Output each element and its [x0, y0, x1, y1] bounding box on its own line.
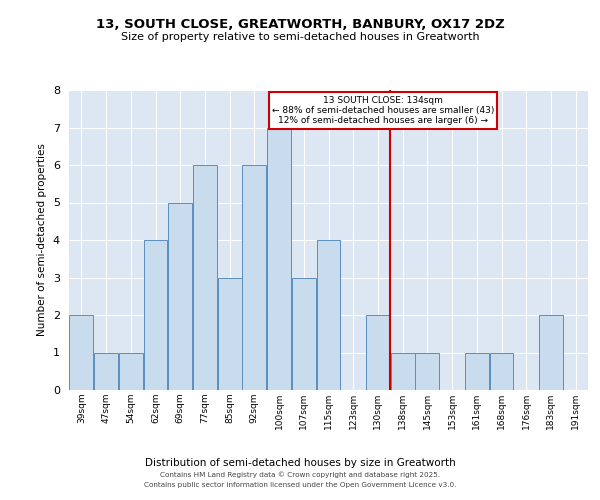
Text: Contains HM Land Registry data © Crown copyright and database right 2025.
Contai: Contains HM Land Registry data © Crown c…	[144, 472, 456, 488]
Bar	[119, 352, 143, 390]
Bar	[70, 315, 94, 390]
Bar	[317, 240, 340, 390]
Bar	[94, 352, 118, 390]
Bar	[143, 240, 167, 390]
Bar	[391, 352, 415, 390]
Bar	[465, 352, 489, 390]
Bar	[391, 352, 415, 390]
Bar	[415, 352, 439, 390]
Bar	[267, 128, 291, 390]
Bar	[490, 352, 514, 390]
Bar	[168, 202, 192, 390]
Bar	[218, 278, 242, 390]
Bar	[292, 278, 316, 390]
Text: Distribution of semi-detached houses by size in Greatworth: Distribution of semi-detached houses by …	[145, 458, 455, 468]
Bar	[415, 352, 439, 390]
Bar	[193, 165, 217, 390]
Text: 13, SOUTH CLOSE, GREATWORTH, BANBURY, OX17 2DZ: 13, SOUTH CLOSE, GREATWORTH, BANBURY, OX…	[95, 18, 505, 30]
Bar	[317, 240, 340, 390]
Bar	[539, 315, 563, 390]
Bar	[292, 278, 316, 390]
Bar	[490, 352, 514, 390]
Bar	[242, 165, 266, 390]
Bar	[366, 315, 390, 390]
Bar	[119, 352, 143, 390]
Bar	[465, 352, 489, 390]
Bar	[267, 128, 291, 390]
Bar	[193, 165, 217, 390]
Bar	[168, 202, 192, 390]
Y-axis label: Number of semi-detached properties: Number of semi-detached properties	[37, 144, 47, 336]
Bar	[218, 278, 242, 390]
Text: 13 SOUTH CLOSE: 134sqm
← 88% of semi-detached houses are smaller (43)
12% of sem: 13 SOUTH CLOSE: 134sqm ← 88% of semi-det…	[272, 96, 494, 126]
Bar	[70, 315, 94, 390]
Text: Size of property relative to semi-detached houses in Greatworth: Size of property relative to semi-detach…	[121, 32, 479, 42]
Bar	[366, 315, 390, 390]
Bar	[539, 315, 563, 390]
Bar	[242, 165, 266, 390]
Bar	[143, 240, 167, 390]
Bar	[94, 352, 118, 390]
